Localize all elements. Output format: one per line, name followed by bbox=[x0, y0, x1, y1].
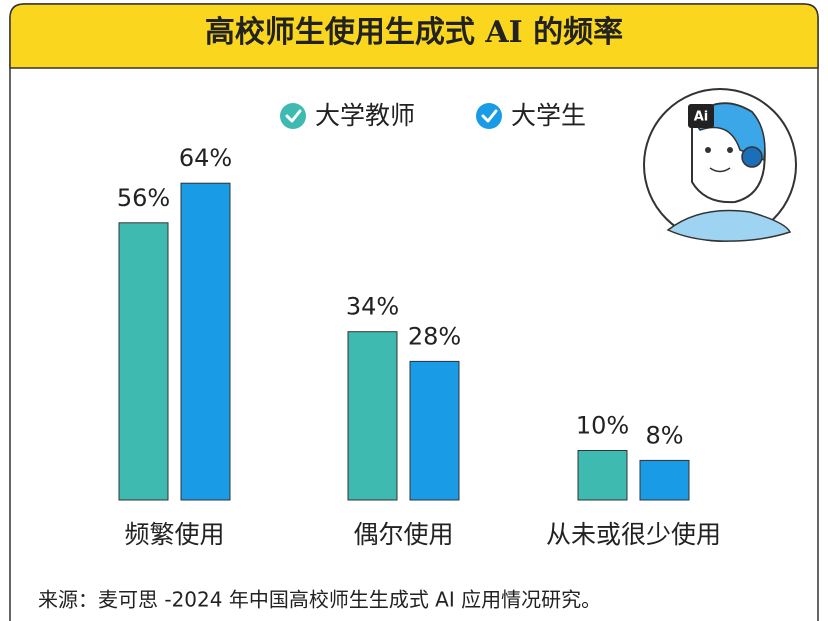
value-label: 10% bbox=[576, 412, 629, 440]
legend-check bbox=[481, 109, 498, 123]
x-tick-label: 从未或很少使用 bbox=[546, 520, 721, 549]
source-note: 来源：麦可思 -2024 年中国高校师生生成式 AI 应用情况研究。 bbox=[38, 588, 601, 612]
value-label: 34% bbox=[346, 293, 399, 321]
x-tick-label: 频繁使用 bbox=[124, 520, 224, 549]
x-tick-label: 偶尔使用 bbox=[353, 520, 453, 549]
legend-label: 大学教师 bbox=[315, 101, 415, 130]
legend-swatch bbox=[280, 103, 306, 129]
bar bbox=[639, 459, 690, 501]
value-label: 64% bbox=[179, 144, 232, 172]
value-label: 56% bbox=[117, 184, 170, 212]
value-label: 8% bbox=[645, 421, 683, 449]
header-band bbox=[9, 3, 819, 69]
illustration: Ai bbox=[643, 88, 797, 242]
bar bbox=[180, 182, 231, 501]
chart-title: 高校师生使用生成式 AI 的频率 bbox=[205, 15, 623, 50]
bar bbox=[577, 450, 628, 501]
badge: Ai bbox=[694, 110, 709, 125]
bar bbox=[409, 360, 460, 501]
legend-swatch bbox=[476, 103, 502, 129]
value-label: 28% bbox=[408, 322, 461, 350]
bar bbox=[118, 222, 169, 501]
legend-check bbox=[285, 109, 302, 123]
bar bbox=[347, 331, 398, 501]
legend-label: 大学生 bbox=[511, 101, 586, 130]
